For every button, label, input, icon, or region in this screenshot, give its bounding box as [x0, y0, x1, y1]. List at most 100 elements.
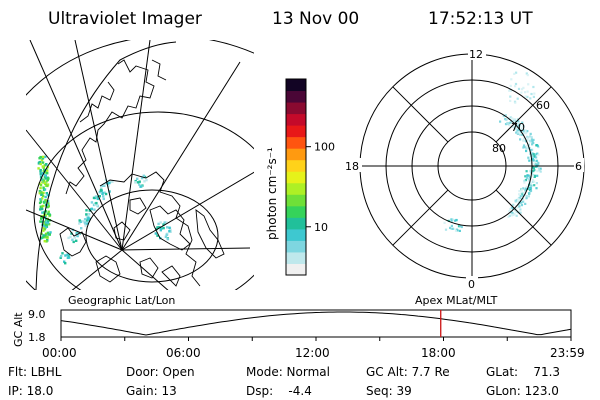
- mlt-label-18: 18: [345, 160, 359, 173]
- geo-emission-pixel: [42, 166, 45, 169]
- geo-emission-pixel: [38, 201, 42, 205]
- geographic-map-panel: [26, 40, 254, 290]
- geo-emission-pixel: [42, 226, 46, 230]
- polar-emission-pixel: [518, 193, 521, 196]
- geo-emission-pixel: [108, 181, 111, 185]
- polar-emission-pixel: [509, 121, 512, 124]
- geo-latlon-grid: [26, 40, 254, 290]
- polar-emission-pixel: [533, 174, 537, 177]
- polar-emission-pixel: [520, 204, 523, 207]
- geo-emission-pixel: [96, 197, 99, 201]
- geo-emission-pixel: [40, 193, 43, 196]
- geo-meridian: [121, 247, 251, 251]
- colorbar-swatch: [286, 205, 306, 218]
- polar-emission-pixel: [537, 161, 540, 164]
- polar-emission-pixel: [527, 83, 530, 86]
- polar-emission-pixel: [515, 198, 519, 202]
- colorbar-swatch: [286, 90, 306, 103]
- geo-emission-pixel: [164, 235, 168, 238]
- polar-emission-pixel: [532, 159, 535, 162]
- geo-emission-pixel: [41, 161, 45, 164]
- polar-emission-pixel: [517, 123, 520, 126]
- geo-emission-pixel: [145, 178, 148, 182]
- polar-mlt-diagonal: [392, 86, 449, 143]
- polar-emission-pixel: [513, 126, 516, 129]
- polar-emission-pixel: [522, 86, 525, 89]
- polar-emission-pixel: [525, 135, 529, 138]
- geo-emission-pixel: [42, 229, 45, 232]
- polar-emission-pixel: [460, 225, 463, 229]
- geo-emission-pixel: [87, 213, 90, 216]
- timeline-y-tick-bottom: 1.8: [28, 331, 46, 344]
- polar-emission-pixel: [525, 195, 528, 198]
- polar-emission-pixel: [522, 199, 525, 202]
- polar-emission-pixel: [526, 138, 529, 141]
- colorbar-swatch: [286, 79, 306, 92]
- polar-emission-pixel: [535, 187, 538, 190]
- geo-emission-pixel: [166, 226, 169, 229]
- colorbar-unit-label: photon cm⁻²s⁻¹: [265, 147, 279, 240]
- geo-emission-pixel: [39, 237, 43, 240]
- geo-emission-pixel: [37, 162, 41, 165]
- geo-emission-pixel: [40, 158, 44, 162]
- polar-emission-pixel: [532, 153, 535, 156]
- geo-emission-pixel: [41, 211, 44, 214]
- geo-emission-pixel: [100, 185, 103, 188]
- geo-emission-pixel: [166, 237, 170, 241]
- mlt-6-bg: [574, 158, 584, 172]
- polar-emission-pixel: [519, 133, 522, 136]
- geo-emission-pixel: [66, 253, 69, 256]
- geo-emission-pixel: [93, 208, 96, 211]
- geo-emission-pixel: [101, 192, 104, 195]
- geo-emission-pixel: [46, 212, 49, 215]
- geo-emission-pixel: [39, 198, 42, 201]
- geo-emission-pixel: [42, 155, 45, 159]
- geo-meridian: [121, 171, 254, 251]
- polar-emission-pixel: [443, 221, 446, 224]
- polar-emission-pixel: [536, 174, 539, 177]
- geo-emission-pixel: [39, 170, 42, 173]
- geo-emission-pixel: [42, 179, 45, 182]
- polar-emission-pixel: [513, 118, 516, 121]
- polar-panel-label: Apex MLat/MLT: [415, 294, 498, 307]
- polar-emission-pixel: [454, 219, 457, 222]
- geo-emission-pixel: [46, 184, 49, 188]
- geo-emission-pixel: [40, 232, 43, 235]
- geo-emission-pixel: [48, 214, 52, 217]
- polar-emission-pixel: [530, 184, 533, 187]
- geo-emission-pixel: [45, 180, 48, 183]
- geo-emission-pixel: [78, 219, 81, 222]
- geo-meridian: [26, 209, 123, 251]
- polar-emission-pixel: [529, 186, 532, 189]
- polar-emission-pixel: [539, 167, 542, 170]
- geo-meridian: [121, 40, 151, 251]
- geo-emission-pixel: [162, 226, 165, 230]
- status-dsp: Dsp: -4.4: [246, 384, 312, 398]
- polar-emission-pixel: [531, 178, 534, 182]
- geo-emission-pixel: [41, 207, 44, 211]
- polar-emission-pixel: [516, 97, 519, 100]
- geo-emission-pixel: [44, 236, 47, 239]
- polar-emission-pixel: [532, 138, 535, 141]
- polar-emission-pixel: [521, 88, 524, 91]
- geo-emission-pixel: [107, 184, 110, 188]
- geo-emission-pixel: [138, 180, 141, 183]
- polar-emission-pixel: [520, 201, 523, 204]
- polar-emission-pixel: [512, 120, 515, 123]
- status-mode: Mode: Normal: [246, 365, 330, 379]
- polar-emission-pixel: [529, 141, 532, 144]
- polar-emission-pixel: [529, 135, 532, 138]
- polar-emission-pixel: [532, 166, 535, 169]
- geo-emission-pixel: [154, 232, 157, 235]
- geo-emission-pixel: [75, 234, 79, 237]
- geo-emission-pixel: [67, 256, 71, 259]
- geo-emission-pixel: [103, 184, 106, 187]
- polar-emission-pixel: [528, 139, 532, 142]
- colorbar: 100 10 photon cm⁻²s⁻¹: [265, 78, 335, 276]
- polar-emission-pixel: [526, 95, 529, 98]
- colorbar-ticks: 100 10: [306, 141, 335, 234]
- colorbar-swatch: [286, 102, 306, 115]
- geo-emission-pixel: [85, 213, 88, 216]
- polar-emission-pixel: [527, 195, 530, 198]
